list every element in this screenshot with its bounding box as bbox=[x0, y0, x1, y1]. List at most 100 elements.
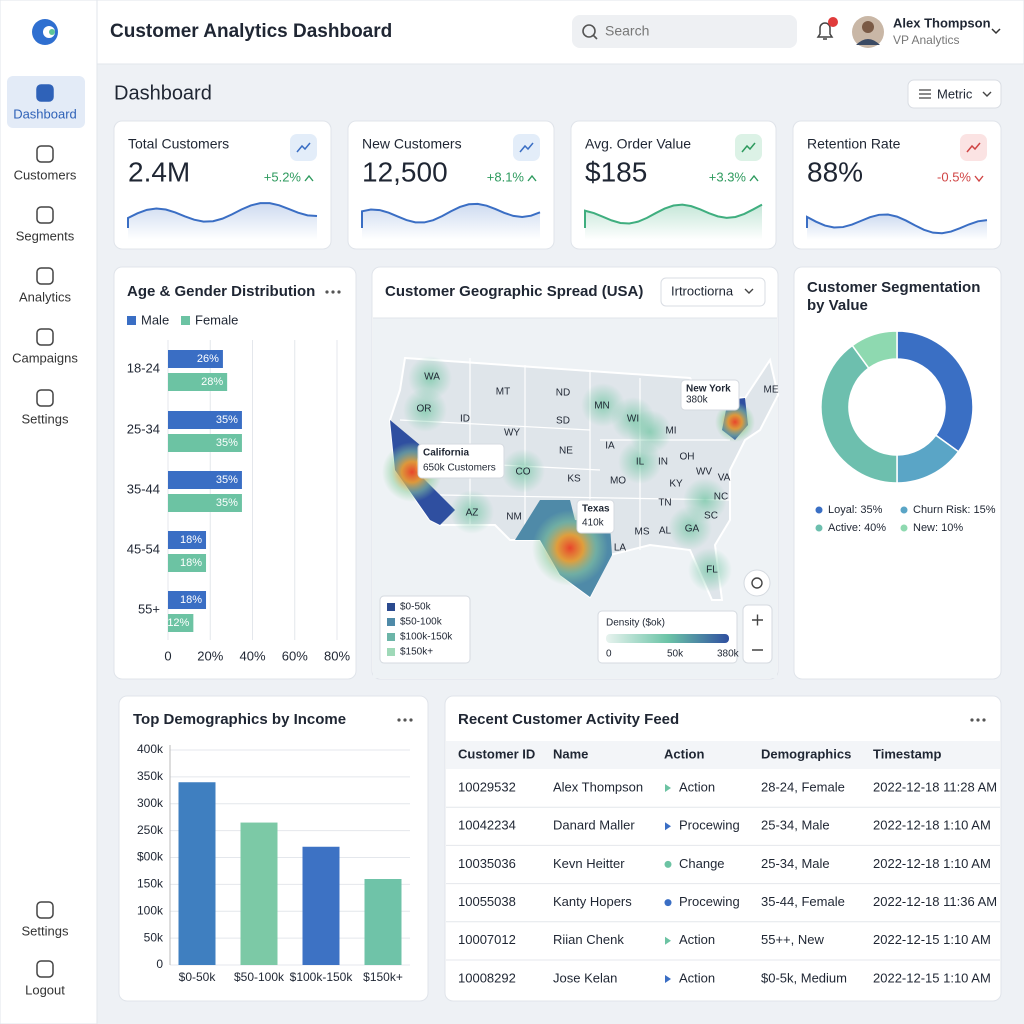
x-tick-label: 20% bbox=[197, 648, 223, 663]
state-label: OR bbox=[417, 404, 432, 415]
state-label: FL bbox=[706, 565, 718, 576]
heat-spot bbox=[715, 402, 755, 442]
state-label: NE bbox=[559, 446, 573, 457]
more-menu-dot[interactable] bbox=[403, 718, 407, 722]
bell-icon[interactable] bbox=[816, 22, 834, 40]
kpi-change: +5.2% bbox=[264, 169, 302, 184]
map-callout bbox=[680, 379, 740, 411]
map-dropdown[interactable] bbox=[660, 277, 766, 307]
state-label: WA bbox=[424, 372, 440, 383]
bar bbox=[168, 411, 242, 429]
nav-icon[interactable] bbox=[36, 960, 54, 978]
more-menu-dot[interactable] bbox=[409, 718, 413, 722]
more-menu-dot[interactable] bbox=[331, 290, 335, 294]
bar-value-label: 26% bbox=[197, 353, 219, 365]
bar bbox=[168, 350, 223, 368]
table-cell: Jose Kelan bbox=[553, 970, 617, 985]
nav-icon[interactable] bbox=[36, 145, 54, 163]
y-tick-label: 50k bbox=[144, 930, 164, 944]
nav-label[interactable]: Analytics bbox=[19, 289, 72, 304]
state-label: MO bbox=[610, 476, 626, 487]
metric-button[interactable] bbox=[907, 79, 1002, 109]
more-menu-dot[interactable] bbox=[970, 718, 974, 722]
state-label: ME bbox=[764, 385, 779, 396]
y-tick-label: 35-44 bbox=[127, 481, 160, 496]
user-role: VP Analytics bbox=[893, 33, 959, 47]
legend-dot bbox=[900, 524, 908, 532]
callout-title: California bbox=[423, 448, 470, 459]
column-header: Action bbox=[664, 746, 705, 761]
nav-icon[interactable] bbox=[36, 901, 54, 919]
locate-button[interactable] bbox=[743, 569, 771, 597]
state-label: KS bbox=[567, 474, 581, 485]
more-menu-dot[interactable] bbox=[325, 290, 329, 294]
table-cell: 28-24, Female bbox=[761, 779, 845, 794]
table-cell: Riian Chenk bbox=[553, 932, 624, 947]
legend-label: $50-100k bbox=[400, 617, 443, 628]
state-label: SD bbox=[556, 416, 570, 427]
more-menu-dot[interactable] bbox=[337, 290, 341, 294]
density-glow bbox=[628, 410, 672, 454]
state-label: LA bbox=[614, 543, 627, 554]
callout-text: 380k bbox=[686, 395, 709, 406]
state-label: WI bbox=[627, 414, 639, 425]
action-icon bbox=[665, 822, 671, 831]
nav-icon[interactable] bbox=[36, 267, 54, 285]
x-tick-label: $150k+ bbox=[363, 970, 403, 984]
table-cell[interactable]: 10007012 bbox=[458, 932, 516, 947]
nav-icon[interactable] bbox=[36, 328, 54, 346]
donut-slice bbox=[851, 330, 898, 370]
legend-label: New: 10% bbox=[913, 522, 963, 534]
state-label: NC bbox=[714, 492, 728, 503]
table-cell[interactable]: 10055038 bbox=[458, 894, 516, 909]
nav-icon[interactable] bbox=[36, 389, 54, 407]
nav-label[interactable]: Customers bbox=[14, 167, 77, 182]
density-glow bbox=[668, 506, 712, 550]
y-tick-label: 400k bbox=[137, 742, 164, 756]
locate-icon bbox=[751, 577, 763, 589]
card bbox=[444, 695, 1002, 1002]
more-menu-dot[interactable] bbox=[397, 718, 401, 722]
legend-swatch bbox=[127, 316, 136, 325]
density-title: Density ($ok) bbox=[606, 618, 665, 629]
nav-label[interactable]: Settings bbox=[22, 411, 69, 426]
density-label: 380k bbox=[717, 649, 740, 660]
table-cell[interactable]: 10029532 bbox=[458, 779, 516, 794]
y-tick-label: 25-34 bbox=[127, 421, 160, 436]
legend-dot bbox=[815, 524, 823, 532]
nav-label[interactable]: Segments bbox=[16, 228, 75, 243]
nav-label[interactable]: Settings bbox=[22, 923, 69, 938]
search-box[interactable] bbox=[572, 15, 797, 48]
bar-value-label: 18% bbox=[180, 594, 202, 606]
nav-label[interactable]: Campaigns bbox=[12, 350, 78, 365]
nav-icon[interactable] bbox=[36, 84, 54, 102]
table-cell: Alex Thompson bbox=[553, 779, 643, 794]
table-cell[interactable]: 10042234 bbox=[458, 818, 516, 833]
avatar bbox=[862, 21, 874, 33]
y-tick-label: 55+ bbox=[138, 601, 160, 616]
x-tick-label: 0 bbox=[164, 648, 171, 663]
sparkline-area bbox=[585, 204, 762, 240]
state-label: VA bbox=[718, 473, 731, 484]
nav-label[interactable]: Dashboard bbox=[13, 106, 77, 121]
logo bbox=[49, 29, 55, 35]
nav-icon[interactable] bbox=[36, 206, 54, 224]
legend-swatch bbox=[387, 633, 395, 641]
chart-title: Top Demographics by Income bbox=[133, 711, 346, 728]
table-cell[interactable]: 10008292 bbox=[458, 970, 516, 985]
user-menu-chevron[interactable] bbox=[991, 28, 1001, 35]
kpi-change: -0.5% bbox=[937, 169, 971, 184]
bar bbox=[178, 782, 216, 965]
legend-label: Loyal: 35% bbox=[828, 504, 883, 516]
table-cell: 2022-12-18 11:36 AM bbox=[873, 894, 997, 909]
more-menu-dot[interactable] bbox=[976, 718, 980, 722]
more-menu-dot[interactable] bbox=[982, 718, 986, 722]
table-cell[interactable]: 10035036 bbox=[458, 856, 516, 871]
nav-label[interactable]: Logout bbox=[25, 982, 65, 997]
state-label: MN bbox=[594, 401, 610, 412]
zoom-controls[interactable] bbox=[742, 604, 773, 664]
kpi-change-arrow bbox=[974, 175, 984, 183]
zoom-in-icon bbox=[752, 614, 763, 651]
action-icon bbox=[665, 784, 671, 792]
donut-slice bbox=[820, 344, 898, 484]
